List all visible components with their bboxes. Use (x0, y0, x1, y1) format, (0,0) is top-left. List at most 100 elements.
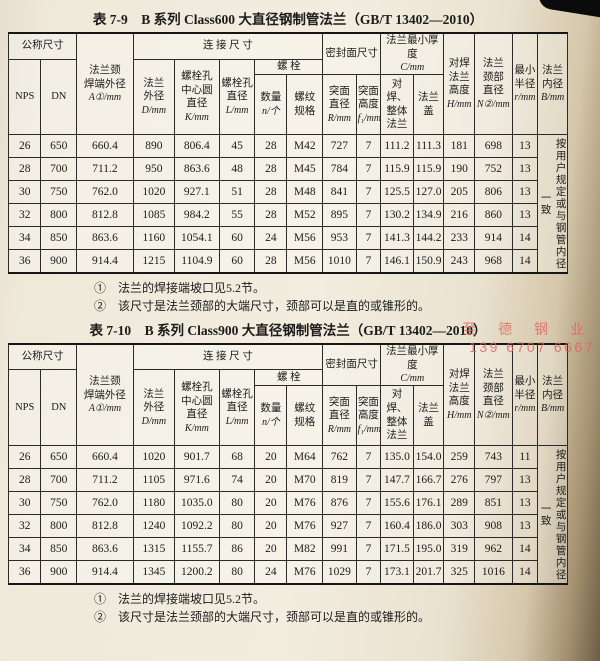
table-cell: 700 (40, 157, 78, 182)
table-cell: 1054.1 (174, 226, 220, 251)
table-cell: 14 (511, 537, 539, 562)
table-cell: 7 (355, 249, 382, 274)
table-cell: 13 (511, 134, 539, 159)
table-cell: 863.6 (76, 537, 134, 562)
table-cell: 900 (40, 560, 78, 585)
table-7-9-body: 26 650 660.4 890 806.4 45 28 M42 727 7 111.2 111.3 1… (7, 134, 568, 274)
table-cell: 7 (355, 180, 382, 205)
table-row: 30 750 762.0 1020 927.1 51 28 M48 841 7 125.5 127.0… (7, 180, 568, 205)
col-min-radius: 最小 半径 r/mm (511, 343, 539, 447)
table-cell: 660.4 (76, 445, 134, 470)
table-row: 32 800 812.8 1240 1092.2 80 20 M76 927 7 160.4 186.… (7, 514, 568, 539)
table-cell: M48 (286, 180, 324, 205)
table-cell: 20 (254, 491, 288, 516)
table-cell: 147.7 (380, 468, 414, 493)
table-cell: 20 (254, 468, 288, 493)
col-weld-integral-flange: 对焊、 整体 法兰 (380, 74, 414, 136)
table-7-10-body: 26 650 660.4 1020 901.7 68 20 M64 762 7 135.0 154.0… (7, 445, 568, 585)
table-cell: 233 (443, 226, 476, 251)
table-cell: 24 (254, 226, 288, 251)
table-cell: 743 (474, 445, 513, 470)
table-cell: M52 (286, 203, 324, 228)
table-cell: M56 (286, 249, 324, 274)
col-connection: 连 接 尺 寸 (132, 32, 324, 60)
col-raised-face-dia: 突面 直径 R/mm (322, 74, 357, 136)
col-weld-flange-height: 对焊 法兰 高度 H/mm (443, 343, 476, 447)
table-cell: 927.1 (174, 180, 220, 205)
table-cell: 1155.7 (174, 537, 220, 562)
table-cell: 181 (443, 134, 476, 159)
table-cell: 80 (218, 491, 256, 516)
table-cell: 34 (7, 537, 42, 562)
col-bolt-group: 螺 栓 (254, 369, 324, 387)
table-cell: 14 (511, 249, 539, 274)
table-cell: 890 (132, 134, 176, 159)
table-cell: 711.2 (76, 468, 134, 493)
col-dn: DN (40, 58, 78, 136)
table-cell: 80 (218, 514, 256, 539)
table-cell: 762 (322, 445, 357, 470)
col-raised-face-height: 突面 高度 f₁/mm (355, 385, 382, 447)
table-cell: 111.2 (380, 134, 414, 159)
table-cell: M64 (286, 445, 324, 470)
table-cell: 160.4 (380, 514, 414, 539)
table-cell: 851 (474, 491, 513, 516)
table-cell: 32 (7, 514, 42, 539)
col-bolt-group: 螺 栓 (254, 58, 324, 76)
col-nominal-size: 公称尺寸 (7, 32, 78, 60)
table-cell: 141.3 (380, 226, 414, 251)
table-cell: 68 (218, 445, 256, 470)
table-cell: 914 (474, 226, 513, 251)
table-cell: 1020 (132, 180, 176, 205)
col-min-thickness: 法兰最小厚度 C/mm (380, 343, 445, 387)
col-bolt-hole: 螺栓孔 直径 L/mm (218, 369, 256, 447)
table-cell: 14 (511, 226, 539, 251)
table-cell: 115.9 (380, 157, 414, 182)
table-cell: 1029 (322, 560, 357, 585)
col-nps: NPS (7, 58, 42, 136)
col-weld-flange-height: 对焊 法兰 高度 H/mm (443, 32, 476, 136)
footnote-2: ② 该尺寸是法兰颈部的大端尺寸，颈部可以是直的或锥形的。 (94, 610, 431, 625)
table-cell: 698 (474, 134, 513, 159)
col-bolt-hole: 螺栓孔 直径 L/mm (218, 58, 256, 136)
table-cell: 24 (254, 560, 288, 585)
col-min-thickness: 法兰最小厚度 C/mm (380, 32, 445, 76)
table-cell: M76 (286, 491, 324, 516)
table-cell: 20 (254, 445, 288, 470)
watermark-phone-number: 139 6707 6667 (469, 339, 595, 355)
table-row: 32 800 812.8 1085 984.2 55 28 M52 895 7 130.2 134.9… (7, 203, 568, 228)
table-cell: 134.9 (412, 203, 445, 228)
table-cell: 700 (40, 468, 78, 493)
table-cell: 962 (474, 537, 513, 562)
table-cell: 319 (443, 537, 476, 562)
col-connection: 连 接 尺 寸 (132, 343, 324, 371)
col-flange-od: 法兰 外径 D/mm (132, 58, 176, 136)
table-cell: 11 (511, 445, 539, 470)
table-cell: 7 (355, 537, 382, 562)
table-cell: 20 (254, 537, 288, 562)
col-weld-integral-flange: 对焊、 整体 法兰 (380, 385, 414, 447)
table-cell: 950 (132, 157, 176, 182)
table-row: 34 850 863.6 1160 1054.1 60 24 M56 953 7 141.3 144.… (7, 226, 568, 251)
table-7-10-block: 表 7-10 B 系列 Class900 大直径钢制管法兰（GB/T 13402… (7, 319, 600, 627)
table-cell: 14 (511, 560, 539, 585)
table-cell: 900 (40, 249, 78, 274)
table-cell: 812.8 (76, 514, 134, 539)
table-cell: 863.6 (174, 157, 220, 182)
col-blind-flange: 法兰 盖 (412, 74, 445, 136)
table-cell: 13 (511, 468, 539, 493)
table-cell: 863.6 (76, 226, 134, 251)
table-cell: 86 (218, 537, 256, 562)
table-cell: 195.0 (412, 537, 445, 562)
col-bore: 法兰 内径 B/mm (537, 343, 568, 447)
table-cell: 55 (218, 203, 256, 228)
table-cell: 1105 (132, 468, 176, 493)
table-cell: 901.7 (174, 445, 220, 470)
table-cell: 727 (322, 134, 357, 159)
table-row: 26 650 660.4 1020 901.7 68 20 M64 762 7 135.0 154.0… (7, 445, 568, 585)
table-cell: 650 (40, 134, 78, 159)
table-cell: 28 (254, 157, 288, 182)
col-neck-od: 法兰颈 焊端外径 A①/mm (76, 343, 134, 447)
table-cell: 325 (443, 560, 476, 585)
